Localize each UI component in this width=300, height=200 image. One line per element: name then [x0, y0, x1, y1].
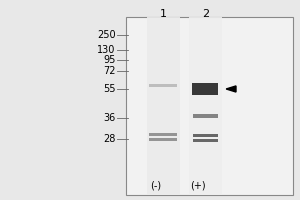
Bar [149, 133, 177, 136]
Text: (+): (+) [190, 180, 206, 190]
Bar [149, 138, 177, 141]
Text: 130: 130 [97, 45, 116, 55]
Text: 250: 250 [97, 30, 116, 40]
Text: 36: 36 [103, 113, 116, 123]
Bar [149, 84, 177, 87]
Text: 2: 2 [202, 9, 209, 19]
Bar [193, 114, 218, 118]
Polygon shape [226, 86, 236, 92]
Bar [126, 17, 293, 195]
Text: 95: 95 [103, 55, 116, 65]
Bar [147, 17, 180, 195]
Text: 1: 1 [160, 9, 167, 19]
Bar [192, 83, 218, 95]
Text: (-): (-) [150, 180, 161, 190]
Bar [193, 139, 218, 142]
Text: 72: 72 [103, 66, 116, 76]
Bar [193, 134, 218, 137]
Bar [189, 17, 222, 195]
Text: 55: 55 [103, 84, 116, 94]
Text: 28: 28 [103, 134, 116, 144]
